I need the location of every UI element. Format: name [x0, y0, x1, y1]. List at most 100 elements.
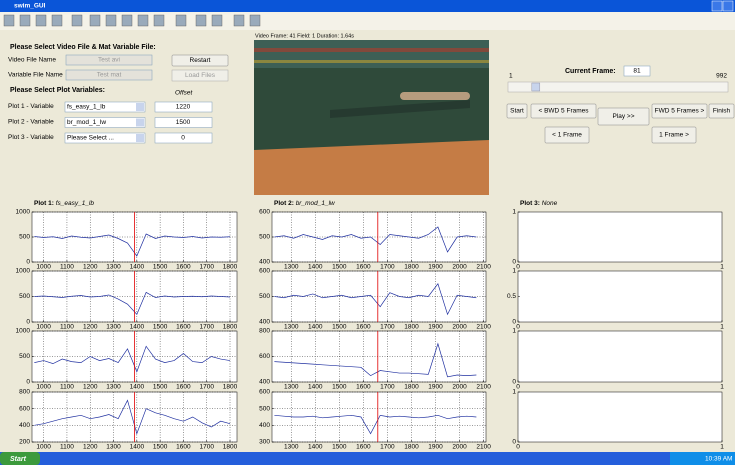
plot-title: Plot 2: br_mod_1_lw [274, 200, 336, 207]
x-tick-label: 1600 [176, 384, 191, 391]
signal-trace [34, 291, 231, 315]
x-tick-label: 1 [720, 444, 724, 451]
frame-field[interactable] [623, 65, 651, 77]
video-file-field[interactable] [65, 54, 153, 66]
fwd1-button-label: 1 Frame > [659, 132, 689, 139]
y-tick-label: 1 [512, 268, 516, 275]
x-tick-label: 1800 [404, 264, 419, 271]
x-tick-label: 1800 [223, 384, 238, 391]
x-tick-label: 1300 [106, 384, 121, 391]
dropdown-arrow [136, 118, 144, 127]
variable-select[interactable] [64, 132, 146, 144]
x-tick-label: 1300 [106, 444, 121, 451]
variable-file-field[interactable] [65, 69, 153, 81]
x-tick-label: 2100 [476, 264, 491, 271]
signal-trace [274, 342, 477, 378]
y-tick-label: 1000 [16, 268, 31, 275]
load-files-label: Load Files [185, 72, 216, 79]
label: Video File Name [8, 57, 56, 64]
fwd1-button[interactable] [651, 126, 697, 144]
y-tick-label: 300 [259, 439, 270, 446]
x-tick-label: 1600 [176, 264, 191, 271]
fwd5-button-label: FWD 5 Frames > [655, 108, 705, 115]
video-info: Video Frame: 41 Field: 1 Duration: 1.64s [255, 33, 354, 39]
y-tick-label: 800 [259, 328, 270, 335]
load-files-button[interactable] [171, 69, 229, 82]
y-tick-label: 500 [259, 293, 270, 300]
dropdown-arrow [136, 134, 144, 142]
x-tick-label: 2000 [452, 444, 467, 451]
restart-button-label: Restart [190, 57, 211, 64]
x-tick-label: 1900 [428, 264, 443, 271]
x-tick-label: 1700 [199, 324, 214, 331]
y-tick-label: 400 [259, 422, 270, 429]
heading: Please Select Plot Variables: [10, 87, 105, 94]
x-tick-label: 1200 [83, 444, 98, 451]
x-tick-label: 1500 [153, 384, 168, 391]
row-label: Plot 2 - Variable [8, 119, 54, 126]
x-tick-label: 1400 [308, 264, 323, 271]
variable-select[interactable] [64, 101, 146, 113]
y-tick-label: 500 [259, 234, 270, 241]
x-tick-label: 2100 [476, 324, 491, 331]
y-tick-label: 1 [512, 209, 516, 216]
bwd5-button[interactable] [530, 103, 597, 119]
offset-field[interactable] [154, 117, 213, 128]
plot-title-variable: None [542, 200, 558, 207]
restart-button[interactable] [171, 54, 229, 67]
finish-button-label: Finish [713, 108, 731, 115]
x-tick-label: 1600 [176, 444, 191, 451]
signal-trace [274, 414, 477, 435]
x-tick-label: 1100 [60, 444, 74, 451]
x-tick-label: 1700 [199, 444, 214, 451]
plot-title-prefix: Plot 1: [34, 200, 54, 207]
finish-button[interactable] [708, 103, 735, 119]
x-tick-label: 1500 [332, 264, 347, 271]
frame-value: 81 [633, 68, 641, 75]
y-tick-label: 400 [259, 379, 270, 386]
offset-field[interactable] [154, 132, 213, 144]
start-button[interactable] [0, 452, 40, 465]
x-tick-label: 1300 [284, 264, 299, 271]
y-tick-label: 400 [259, 319, 270, 326]
restore-button[interactable] [711, 0, 723, 12]
axes [517, 391, 723, 443]
y-tick-label: 500 [19, 234, 30, 241]
y-tick-label: 600 [259, 268, 270, 275]
taskbar [0, 452, 735, 465]
slider-track[interactable] [507, 81, 729, 93]
plot-title: Plot 3: None [520, 200, 558, 207]
heading: Please Select Video File & Mat Variable … [10, 44, 156, 51]
fwd5-button[interactable] [651, 103, 708, 119]
x-tick-label: 1800 [223, 324, 238, 331]
y-tick-label: 400 [19, 422, 30, 429]
x-tick-label: 0 [516, 384, 520, 391]
x-tick-label: 1700 [380, 384, 395, 391]
video-file-field-text: Test avi [98, 57, 120, 64]
x-tick-label: 1300 [284, 384, 299, 391]
offset-field[interactable] [154, 101, 213, 113]
content: Please Select Video File & Mat Variable … [8, 44, 735, 464]
close-button[interactable] [722, 0, 734, 12]
x-tick-label: 1800 [404, 324, 419, 331]
y-tick-label: 600 [19, 405, 30, 412]
x-tick-label: 1600 [176, 324, 191, 331]
bwd1-button[interactable] [544, 126, 590, 144]
signal-trace [34, 345, 231, 373]
start-button[interactable] [506, 103, 528, 119]
label: Variable File Name [8, 72, 63, 79]
row-label: Plot 1 - Variable [8, 103, 54, 110]
play-button-label: Play >> [612, 113, 634, 120]
x-tick-label: 1000 [36, 324, 51, 331]
slider-thumb[interactable] [531, 82, 541, 92]
row-label: Plot 3 - Variable [8, 134, 54, 141]
x-tick-label: 1700 [199, 264, 214, 271]
x-tick-label: 1500 [153, 324, 168, 331]
x-tick-label: 1700 [199, 384, 214, 391]
y-tick-label: 0 [512, 319, 516, 326]
play-button[interactable] [597, 107, 650, 126]
variable-select[interactable] [64, 117, 146, 128]
y-tick-label: 500 [259, 405, 270, 412]
y-tick-label: 400 [259, 259, 270, 266]
plot-title-prefix: Plot 2: [274, 200, 294, 207]
